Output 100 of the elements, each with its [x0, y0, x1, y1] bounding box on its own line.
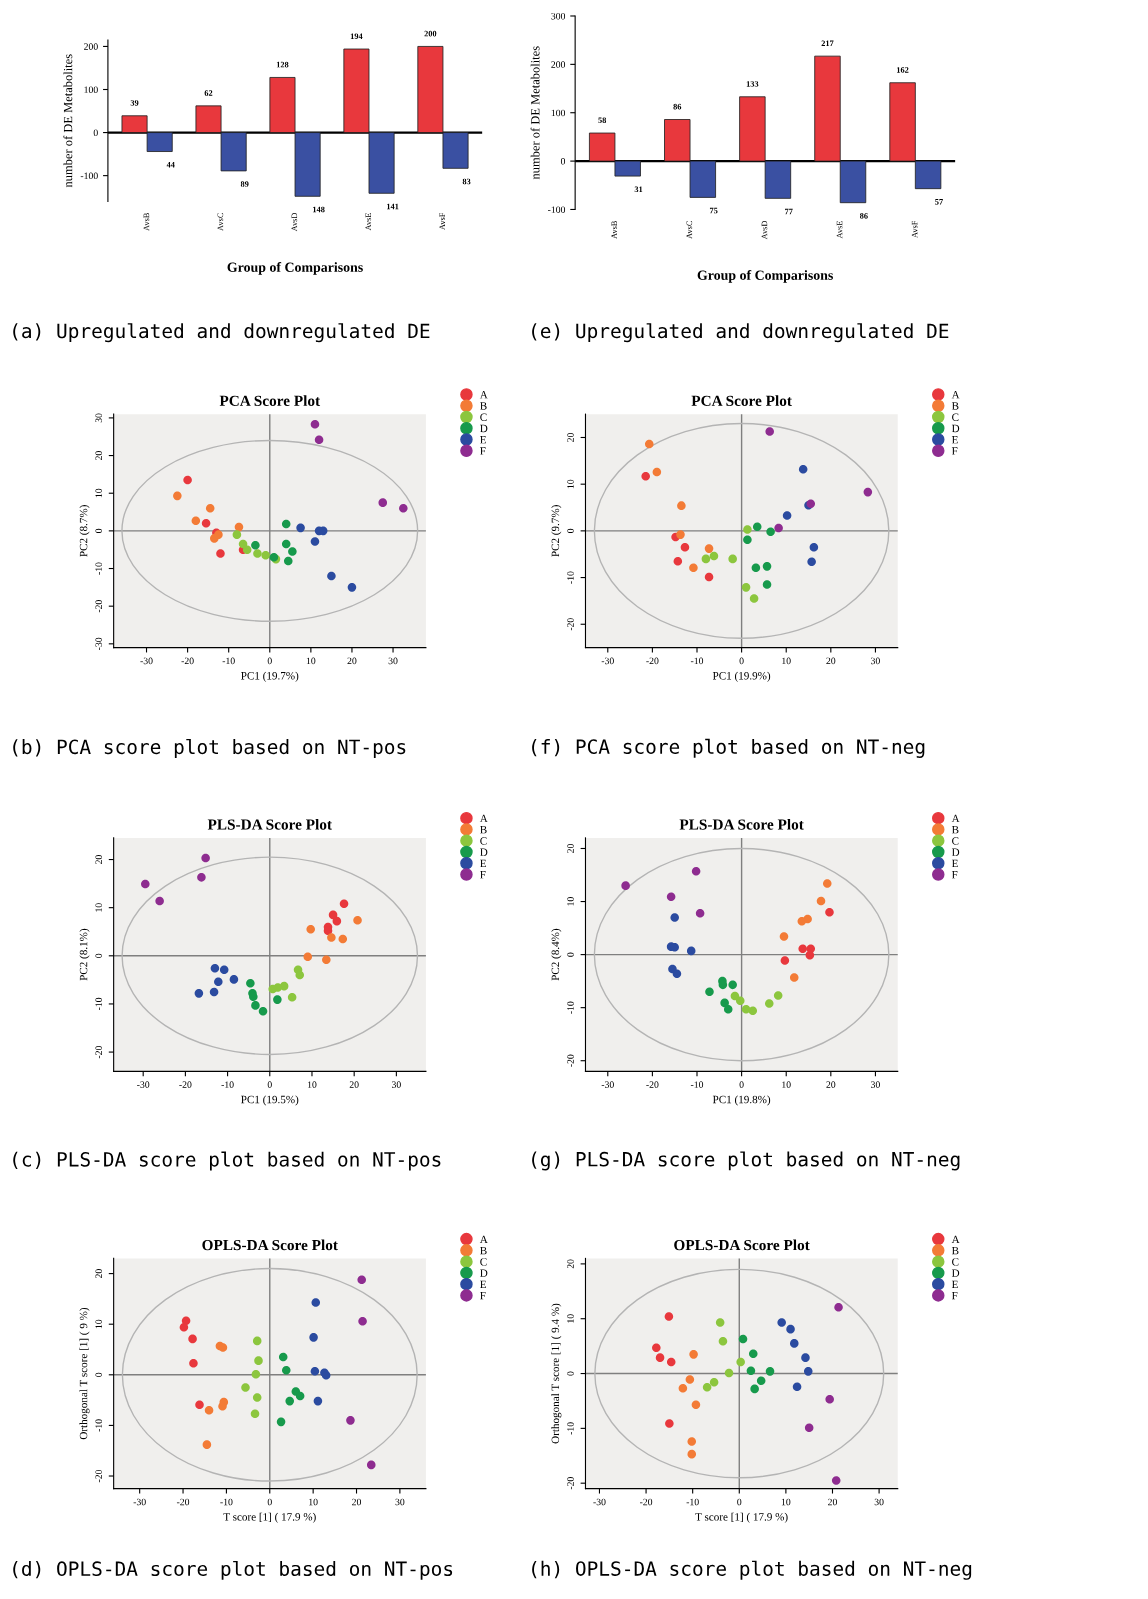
y-tick-label: 300: [551, 12, 566, 20]
legend-label: D: [480, 848, 488, 856]
legend-label: F: [480, 871, 486, 879]
legend-label: A: [951, 814, 960, 823]
x-tick-label: -30: [140, 657, 153, 665]
text: (e) Upregulated and downregulated DE: [532, 323, 949, 343]
x-axis-title: PC1 (19.5%): [241, 1095, 299, 1106]
text: (d) OPLS-DA score plot based on NT-pos: [13, 1560, 453, 1580]
data-label: 133: [746, 81, 759, 87]
y-tick-label: 10: [567, 1314, 574, 1323]
y-tick-label: 100: [84, 86, 98, 93]
x-tick-label: 20: [826, 657, 836, 665]
x-axis-title: Group of Comparisons: [697, 269, 833, 283]
y-tick-label: -10: [95, 1419, 102, 1432]
x-tick-label: 30: [871, 657, 880, 665]
data-label: 62: [204, 90, 213, 96]
legend-label: F: [480, 447, 486, 455]
y-tick-label: 0: [95, 528, 102, 533]
y-tick-label: 20: [567, 1259, 574, 1269]
annotation: 77: [785, 208, 793, 215]
x-tick-label: 30: [874, 1498, 884, 1506]
x-tick-label: 0: [267, 657, 272, 665]
data-label: 200: [424, 30, 437, 37]
legend-label: F: [951, 871, 958, 879]
x-tick-label: AvsF: [911, 220, 918, 238]
text: (c) PLS-DA score plot based on NT-pos: [13, 1151, 441, 1171]
legend-label: A: [951, 1235, 960, 1243]
legend-label: D: [480, 1269, 488, 1277]
chart-title: PCA Score Plot: [691, 395, 792, 406]
legend-label: B: [480, 402, 487, 410]
y-tick-label: 30: [95, 413, 102, 423]
y-tick-label: -10: [95, 562, 102, 575]
x-tick-label: 10: [309, 1498, 318, 1506]
text: (h) OPLS-DA score plot based on NT-neg: [532, 1560, 972, 1580]
text: (b) PCA score plot based on NT-pos: [13, 739, 406, 758]
legend-label: F: [951, 447, 958, 455]
x-tick-label: 10: [782, 657, 791, 665]
legend-label: D: [480, 424, 488, 433]
y-tick-label: 0: [567, 528, 574, 533]
chart-title: OPLS-DA Score Plot: [202, 1239, 338, 1251]
legend-label: A: [479, 814, 488, 823]
x-tick-label: AvsE: [365, 213, 372, 231]
legend-label: B: [480, 826, 487, 834]
y-axis-title: PC2 (8.7%): [79, 505, 90, 557]
text: (a) Upregulated and downregulated DE: [13, 323, 430, 343]
x-axis-title: T score [1] ( 17.9 %): [695, 1512, 788, 1523]
y-tick-label: -100: [80, 172, 98, 180]
x-tick-label: -10: [221, 1081, 234, 1088]
legend-label: A: [479, 1235, 488, 1243]
x-tick-label: 30: [871, 1081, 880, 1088]
data-label: 58: [598, 117, 607, 124]
y-tick-label: -10: [567, 1001, 574, 1014]
data-label: 128: [276, 61, 289, 68]
x-tick-label: AvsC: [686, 221, 693, 239]
data-label: 217: [821, 40, 834, 47]
annotation: 44: [166, 161, 175, 168]
y-tick-label: -20: [567, 618, 574, 631]
x-tick-label: -20: [646, 1081, 659, 1088]
y-tick-label: 10: [95, 488, 102, 498]
legend-label: F: [951, 1292, 958, 1300]
x-tick-label: AvsB: [143, 212, 150, 231]
x-tick-label: -20: [646, 657, 659, 665]
x-axis-title: Group of Comparisons: [227, 261, 363, 275]
data-label: 194: [350, 33, 363, 39]
x-tick-label: -20: [181, 657, 194, 665]
legend-label: A: [951, 391, 960, 399]
x-axis-title: PC1 (19.7%): [241, 671, 299, 682]
annotation: 83: [462, 178, 471, 185]
y-tick-label: 10: [95, 1319, 102, 1329]
data-label: 39: [130, 100, 139, 106]
legend-label: C: [952, 1258, 959, 1266]
y-tick-label: 20: [95, 1269, 102, 1279]
x-tick-label: 20: [826, 1081, 836, 1088]
x-tick-label: AvsB: [611, 220, 618, 239]
legend-label: E: [480, 1280, 487, 1289]
annotation: 89: [240, 181, 249, 187]
y-tick-label: 0: [95, 1372, 102, 1377]
x-tick-label: -30: [593, 1498, 606, 1506]
legend-label: B: [951, 402, 959, 410]
legend-label: C: [480, 1258, 487, 1266]
y-tick-label: 0: [95, 953, 102, 958]
text: (f) PCA score plot based on NT-neg: [532, 738, 925, 758]
legend-label: E: [951, 859, 958, 868]
y-tick-label: 20: [95, 855, 102, 864]
x-tick-label: AvsC: [217, 213, 224, 231]
x-tick-label: 10: [781, 1498, 791, 1506]
x-tick-label: 20: [349, 1081, 359, 1088]
legend-label: C: [480, 837, 487, 845]
x-tick-label: 20: [347, 657, 357, 665]
y-tick-label: 200: [551, 61, 566, 68]
y-axis-title: Orthogonal T score [1] ( 9 %): [79, 1307, 90, 1440]
legend-label: E: [480, 436, 487, 444]
y-axis-title: Orthogonal T score [1] ( 9.4 %): [551, 1303, 562, 1444]
x-tick-label: 0: [267, 1498, 272, 1506]
chart-title: PCA Score Plot: [219, 395, 321, 406]
data-label: 86: [673, 103, 682, 110]
y-tick-label: -20: [567, 1477, 574, 1490]
x-axis-title: PC1 (19.8%): [712, 1095, 771, 1106]
x-tick-label: 30: [391, 1081, 401, 1088]
x-axis-title: T score [1] ( 17.9 %): [223, 1512, 316, 1523]
